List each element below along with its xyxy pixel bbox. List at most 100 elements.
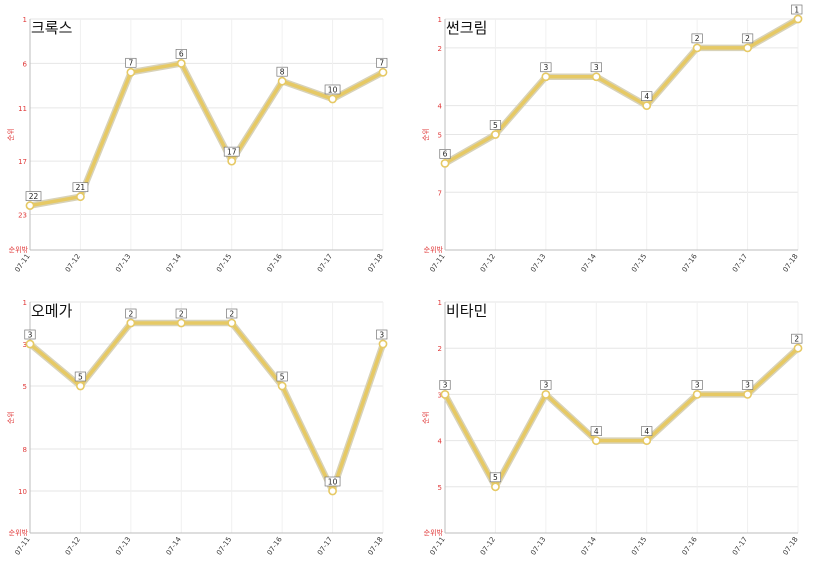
data-point	[591, 72, 601, 82]
data-point	[378, 67, 388, 77]
x-tick-label: 07-11	[13, 536, 31, 557]
x-tick-label: 07-16	[681, 252, 700, 274]
x-tick-label: 07-17	[316, 253, 334, 274]
y-tick-label: 8	[23, 446, 27, 454]
data-label-box	[540, 62, 552, 73]
data-point	[743, 390, 752, 399]
series-line	[443, 17, 800, 166]
data-label-box	[25, 191, 42, 201]
data-label-box	[24, 329, 36, 340]
data-label-box	[540, 380, 552, 390]
chart-title: 오메가	[31, 302, 73, 320]
data-label: 4	[594, 427, 599, 436]
x-tick-label: 07-15	[215, 253, 233, 274]
data-label-box	[324, 84, 341, 95]
x-tick-label: 07-12	[64, 536, 82, 557]
x-tick-label: 07-17	[731, 253, 749, 274]
data-label-box	[791, 333, 803, 344]
x-tick-label: 07-18	[781, 536, 799, 557]
data-label: 6	[179, 50, 184, 59]
data-label: 3	[745, 381, 750, 390]
data-point	[328, 94, 337, 104]
data-label-box	[175, 49, 187, 59]
data-label: 1	[794, 5, 799, 14]
y-tick-label: 10	[18, 488, 27, 496]
y-tick-label: 3	[438, 391, 442, 399]
data-point	[126, 318, 136, 328]
data-label-box	[439, 380, 451, 390]
data-point	[176, 318, 186, 328]
data-point	[491, 482, 500, 492]
y-tick-label: 2	[438, 45, 442, 53]
data-label-box	[741, 33, 754, 44]
chart-title: 비타민	[446, 302, 487, 320]
data-point	[25, 201, 35, 210]
data-point	[328, 486, 337, 496]
y-tick-label: 11	[18, 105, 27, 113]
series-line	[443, 346, 800, 489]
y-tick-label: 2	[438, 345, 442, 353]
data-label-box	[590, 62, 602, 73]
x-tick-label: 07-12	[479, 253, 497, 274]
x-tick-label: 07-16	[266, 252, 285, 274]
data-point	[126, 67, 136, 77]
y-tick-label: 1	[23, 16, 27, 24]
data-label: 2	[695, 34, 700, 43]
data-label: 3	[543, 63, 548, 72]
x-tick-label: 07-14	[165, 252, 184, 274]
data-point	[642, 436, 652, 445]
data-label: 17	[227, 147, 237, 156]
data-label: 4	[644, 92, 649, 101]
data-label: 7	[128, 59, 133, 68]
x-tick-label: 07-15	[630, 536, 648, 557]
data-label: 5	[280, 372, 285, 381]
data-point	[277, 76, 287, 86]
x-tick-label: 07-16	[681, 535, 700, 557]
data-point	[440, 390, 450, 399]
data-label-box	[376, 57, 388, 68]
data-label-box	[489, 120, 502, 130]
data-label: 6	[443, 150, 448, 159]
data-label-box	[590, 426, 602, 436]
y-tick-label: 5	[23, 383, 27, 391]
x-tick-label: 07-13	[529, 253, 547, 274]
data-point	[541, 390, 551, 399]
data-label: 2	[745, 34, 750, 43]
x-tick-label: 07-16	[266, 535, 285, 557]
data-label: 22	[29, 192, 39, 201]
y-tick-label: 5	[438, 132, 442, 140]
y-tick-label: 1	[438, 16, 442, 24]
chart-vitamin: 1 2 3 4 5 순위밖 순위 07-11 07-12 07-13 07-14 07-15 07-16…	[422, 299, 803, 557]
data-point	[277, 381, 287, 391]
data-label-box	[791, 4, 803, 15]
data-point	[25, 339, 35, 349]
y-out-of-rank-label: 순위밖	[424, 528, 444, 537]
data-point	[642, 101, 652, 111]
data-label-box	[376, 329, 388, 340]
data-label: 10	[328, 477, 338, 486]
data-label: 3	[443, 381, 448, 390]
chart-title: 썬크림	[446, 19, 487, 37]
data-point	[76, 381, 85, 391]
x-tick-label: 07-17	[731, 536, 749, 557]
data-label-box	[641, 426, 653, 436]
data-label: 5	[493, 121, 498, 130]
data-point	[591, 436, 601, 445]
chart-crocs: 1 6 11 17 23 순위밖 순위 07-11 07-12 07-13 07-14 07-15 07…	[7, 16, 388, 274]
x-tick-label: 07-13	[114, 536, 132, 557]
data-point	[491, 130, 500, 139]
data-label-box	[74, 371, 87, 382]
x-tick-label: 07-17	[316, 536, 334, 557]
x-tick-label: 07-14	[580, 252, 599, 274]
data-label-box	[641, 91, 653, 101]
series-line	[28, 61, 385, 208]
data-label-box	[489, 472, 502, 483]
x-tick-label: 07-18	[366, 253, 384, 274]
data-label: 7	[379, 59, 384, 68]
y-out-of-rank-label: 순위밖	[424, 245, 444, 254]
data-label-box	[223, 146, 240, 157]
y-tick-label: 6	[23, 60, 28, 68]
data-label: 2	[128, 309, 133, 318]
x-tick-label: 07-15	[630, 253, 648, 274]
data-label: 3	[594, 63, 599, 72]
